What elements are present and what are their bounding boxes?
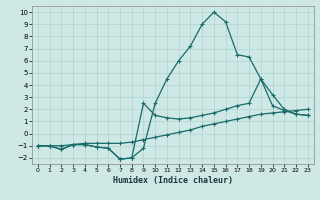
X-axis label: Humidex (Indice chaleur): Humidex (Indice chaleur)	[113, 176, 233, 185]
